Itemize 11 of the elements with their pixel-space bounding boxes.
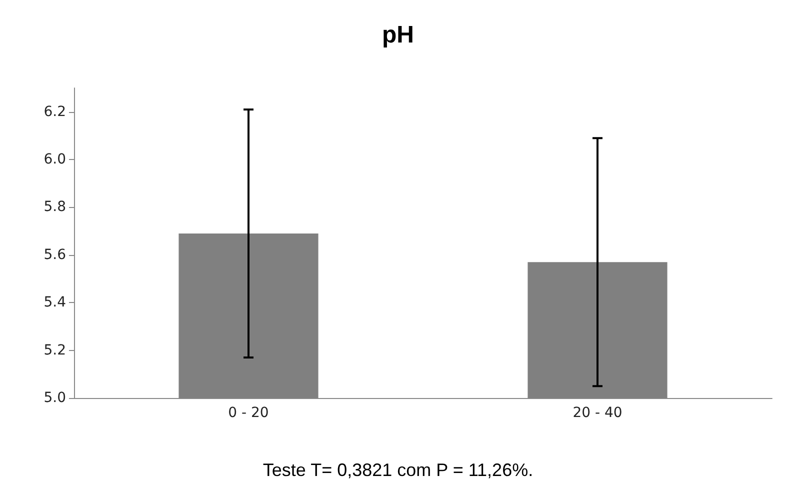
y-tick-label: 6.0: [44, 152, 66, 168]
text: Teste T= 0,3821 com P = 11,26%.: [262, 460, 534, 480]
y-tick-label: 5.0: [44, 390, 66, 406]
x-tick-label: 20 - 40: [572, 405, 622, 421]
chart-title: pH: [382, 22, 414, 48]
y-tick-label: 5.6: [44, 246, 66, 263]
x-tick-label: 0 - 20: [228, 405, 269, 421]
y-tick-label: 5.8: [44, 199, 66, 216]
y-tick-label: 5.4: [44, 294, 66, 311]
y-tick-label: 6.2: [44, 104, 66, 120]
y-tick-label: 5.2: [44, 342, 66, 358]
